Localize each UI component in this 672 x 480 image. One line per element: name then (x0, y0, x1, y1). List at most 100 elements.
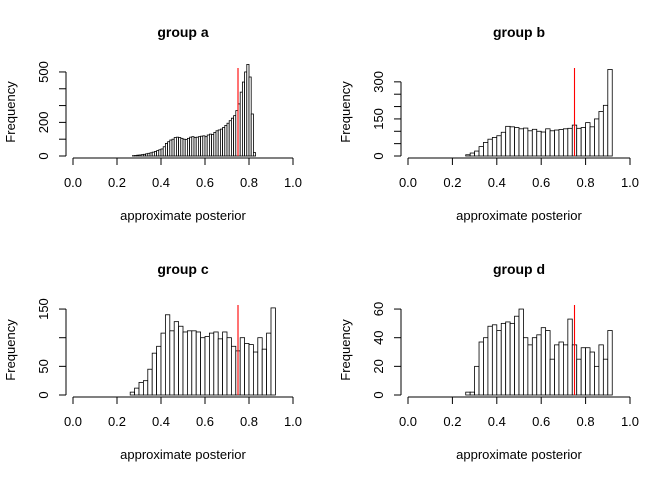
x-tick-label: 0.2 (443, 175, 461, 190)
x-tick-label: 0.4 (488, 175, 506, 190)
bar (563, 344, 569, 396)
y-axis-label: Frequency (3, 81, 18, 143)
bar (186, 330, 193, 396)
bar (536, 130, 542, 157)
x-axis: 0.0 0.2 0.4 0.6 0.8 1.0 (399, 157, 639, 190)
bar (465, 154, 471, 157)
bar (134, 387, 140, 396)
x-tick-label: 0.0 (64, 175, 82, 190)
bar (160, 332, 166, 396)
bar (514, 315, 520, 396)
bar (222, 331, 228, 396)
bar (156, 345, 162, 396)
bar (594, 365, 600, 396)
y-axis: 0 150 300 (371, 71, 402, 160)
bar (602, 358, 609, 396)
x-tick-label: 0.6 (532, 414, 550, 429)
x-tick-label: 1.0 (621, 414, 639, 429)
y-axis: 0 200 500 (36, 61, 67, 160)
bar (465, 391, 471, 396)
x-tick-label: 1.0 (621, 175, 639, 190)
bar (129, 391, 135, 396)
x-axis: 0.0 0.2 0.4 0.6 0.8 1.0 (64, 396, 302, 429)
bar (182, 331, 188, 396)
x-tick-label: 0.8 (240, 414, 258, 429)
bar (500, 322, 507, 396)
bar (483, 142, 489, 157)
y-tick-label: 0 (36, 391, 51, 398)
bar (549, 358, 555, 396)
bar (469, 391, 476, 396)
x-axis-label: approximate posterior (120, 208, 246, 223)
bar (527, 344, 533, 396)
bar (531, 128, 538, 157)
bar (178, 325, 184, 396)
bar (173, 321, 179, 396)
chart-panel-group-a: group a 0.0 0.2 0.4 0.6 0.8 1.0 approximate pos… (3, 24, 302, 223)
bar (483, 337, 489, 396)
x-axis: 0.0 0.2 0.4 0.6 0.8 1.0 (399, 396, 639, 429)
chart-panel-group-c: group c 0.0 0.2 0.4 0.6 0.8 1.0 approximate pos… (3, 261, 302, 462)
bar (531, 337, 538, 396)
chart-title: group b (493, 24, 545, 40)
x-tick-label: 0.8 (577, 175, 595, 190)
bar (554, 344, 560, 396)
bar (589, 126, 595, 157)
bar (248, 344, 254, 396)
bars (465, 308, 613, 396)
x-tick-label: 0.6 (196, 175, 214, 190)
x-tick-label: 0.6 (532, 175, 550, 190)
bar (545, 330, 551, 396)
bar (545, 128, 551, 157)
bar (208, 332, 215, 396)
bar (505, 321, 511, 396)
bar (147, 368, 153, 396)
x-tick-label: 0.2 (108, 175, 126, 190)
y-tick-label: 0 (371, 152, 386, 159)
y-tick-label: 150 (36, 298, 51, 320)
bar (567, 318, 573, 396)
bar (496, 135, 502, 157)
x-tick-label: 0.4 (152, 175, 170, 190)
bar (217, 338, 223, 396)
x-tick-label: 0.0 (399, 414, 417, 429)
y-axis-label: Frequency (3, 319, 18, 381)
x-tick-label: 0.8 (577, 414, 595, 429)
bar (607, 69, 613, 157)
x-tick-label: 0.2 (443, 414, 461, 429)
bar (523, 337, 529, 396)
bar (558, 129, 564, 157)
x-axis: 0.0 0.2 0.4 0.6 0.8 1.0 (64, 157, 302, 190)
y-axis-label: Frequency (338, 81, 353, 143)
bar (204, 336, 210, 396)
x-tick-label: 0.0 (399, 175, 417, 190)
bar (469, 152, 476, 157)
x-tick-label: 0.2 (108, 414, 126, 429)
y-axis: 0 50 150 (36, 298, 67, 399)
y-tick-label: 50 (36, 359, 51, 373)
y-tick-label: 200 (36, 112, 51, 134)
bars (129, 307, 276, 396)
bars (131, 63, 256, 157)
bar (244, 343, 250, 396)
bar (540, 131, 547, 157)
y-tick-label: 40 (371, 330, 386, 344)
x-tick-label: 0.6 (196, 414, 214, 429)
bar (576, 127, 582, 157)
y-axis-label: Frequency (338, 319, 353, 381)
y-tick-label: 20 (371, 359, 386, 373)
bar (589, 351, 595, 396)
bar (487, 325, 493, 396)
bar (549, 130, 555, 157)
bar (266, 332, 272, 396)
chart-title: group d (493, 261, 545, 277)
y-axis: 0 20 40 60 (371, 302, 402, 399)
bar (558, 341, 564, 396)
bar (491, 324, 498, 396)
bar (607, 330, 613, 396)
bar (567, 127, 573, 157)
x-axis-label: approximate posterior (456, 208, 582, 223)
y-tick-label: 0 (36, 152, 51, 159)
bar (213, 331, 219, 396)
